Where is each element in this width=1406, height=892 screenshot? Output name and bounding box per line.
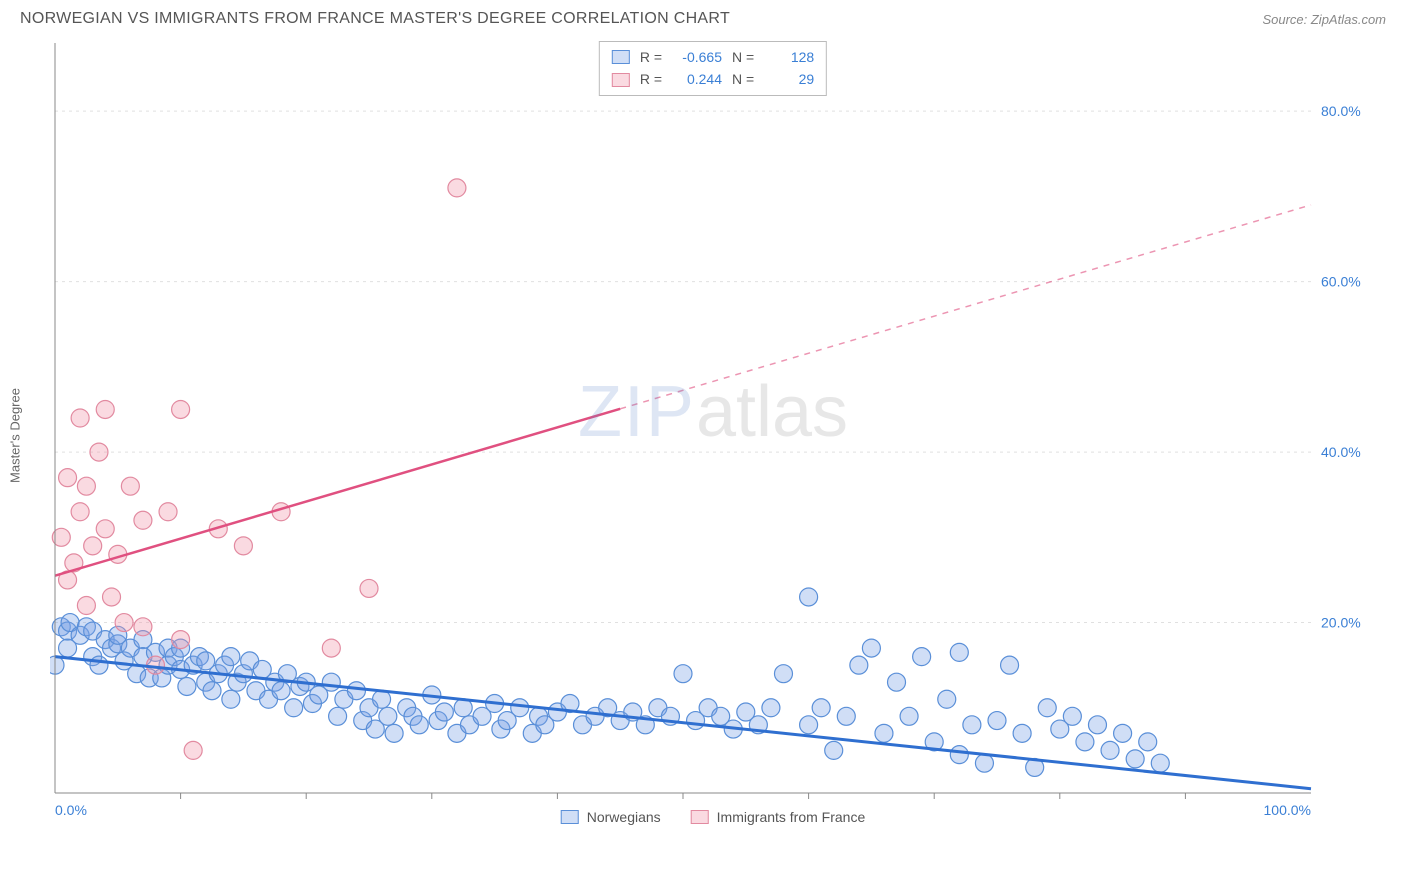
svg-text:40.0%: 40.0% [1321, 444, 1361, 460]
legend-item-0: Norwegians [561, 809, 661, 825]
svg-text:60.0%: 60.0% [1321, 274, 1361, 290]
legend-n-value-1: 29 [764, 68, 814, 90]
legend-r-value-0: -0.665 [672, 46, 722, 68]
scatter-plot: 20.0% 40.0% 60.0% 80.0% 0.0% 100.0% [50, 33, 1376, 823]
y-axis-label: Master's Degree [8, 388, 23, 483]
svg-text:80.0%: 80.0% [1321, 103, 1361, 119]
legend-n-label: N = [732, 46, 754, 68]
legend-swatch-1b [691, 810, 709, 824]
legend-swatch-1 [612, 73, 630, 87]
chart-container: Master's Degree ZIPatlas 20.0%40.0%60.0%… [50, 33, 1376, 823]
legend-r-label: R = [640, 46, 662, 68]
legend-r-value-1: 0.244 [672, 68, 722, 90]
legend-series: Norwegians Immigrants from France [561, 809, 866, 825]
legend-stats: R = -0.665 N = 128 R = 0.244 N = 29 [599, 41, 827, 96]
legend-swatch-0b [561, 810, 579, 824]
legend-stats-row-1: R = 0.244 N = 29 [612, 68, 814, 90]
legend-n-value-0: 128 [764, 46, 814, 68]
svg-text:100.0%: 100.0% [1264, 802, 1311, 818]
legend-n-label: N = [732, 68, 754, 90]
chart-source: Source: ZipAtlas.com [1262, 12, 1386, 27]
legend-stats-row-0: R = -0.665 N = 128 [612, 46, 814, 68]
svg-text:0.0%: 0.0% [55, 802, 87, 818]
legend-series-label-0: Norwegians [587, 809, 661, 825]
legend-r-label: R = [640, 68, 662, 90]
svg-text:20.0%: 20.0% [1321, 615, 1361, 631]
chart-title: NORWEGIAN VS IMMIGRANTS FROM FRANCE MAST… [20, 10, 730, 28]
legend-series-label-1: Immigrants from France [717, 809, 866, 825]
legend-item-1: Immigrants from France [691, 809, 866, 825]
legend-swatch-0 [612, 50, 630, 64]
